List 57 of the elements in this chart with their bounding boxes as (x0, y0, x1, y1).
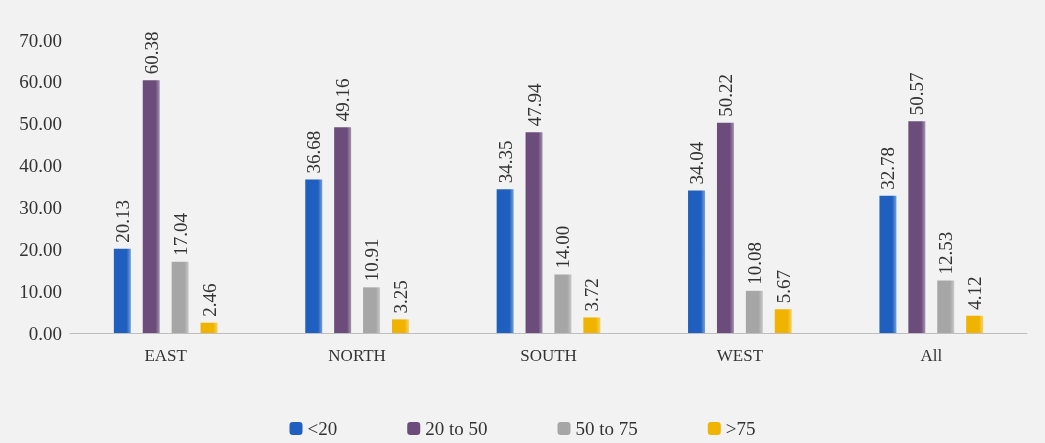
bar (305, 179, 323, 333)
bar (200, 322, 218, 333)
data-label: 32.78 (877, 147, 899, 190)
data-label: 10.91 (361, 238, 383, 282)
data-label: 47.94 (523, 83, 545, 127)
bar (966, 315, 984, 333)
bar (937, 280, 955, 333)
bar (525, 132, 543, 333)
legend-label: 20 to 50 (425, 418, 488, 439)
data-label: 14.00 (552, 225, 574, 269)
x-tick-label: SOUTH (520, 346, 577, 365)
bar (113, 248, 131, 333)
y-tick-label: 0.00 (28, 322, 62, 344)
y-tick-label: 40.00 (19, 155, 62, 177)
bar (688, 190, 706, 333)
data-label: 5.67 (772, 270, 794, 304)
bar (171, 261, 189, 333)
bar (391, 319, 409, 333)
bar (774, 309, 792, 333)
data-label: 4.12 (964, 276, 986, 310)
bar (745, 290, 763, 333)
data-label: 20.13 (111, 199, 133, 243)
data-label: 10.08 (743, 242, 765, 285)
data-label: 50.57 (906, 72, 928, 116)
data-label: 2.46 (198, 283, 220, 317)
bar (142, 80, 160, 333)
y-tick-label: 30.00 (19, 196, 62, 218)
data-label: 49.16 (332, 78, 354, 122)
x-tick-label: WEST (716, 346, 764, 365)
data-label: 12.53 (935, 231, 957, 275)
x-tick-label: All (920, 346, 943, 365)
y-tick-label: 60.00 (19, 71, 62, 93)
bar (334, 127, 352, 333)
bar (908, 121, 926, 333)
bar (583, 317, 601, 333)
y-tick-label: 20.00 (19, 238, 62, 260)
bar (554, 274, 572, 333)
y-tick-label: 10.00 (19, 280, 62, 302)
legend-label: <20 (307, 418, 338, 439)
legend-label: >75 (725, 418, 756, 439)
x-tick-label: EAST (144, 346, 188, 365)
data-label: 3.25 (389, 280, 411, 314)
bar (496, 189, 514, 333)
legend-label: 50 to 75 (575, 418, 638, 439)
data-label: 34.35 (494, 140, 516, 184)
y-tick-label: 70.00 (19, 29, 62, 51)
data-label: 17.04 (169, 212, 191, 256)
bar (879, 195, 897, 333)
y-tick-label: 50.00 (19, 113, 62, 135)
x-tick-label: NORTH (328, 346, 386, 365)
data-label: 60.38 (140, 31, 162, 75)
bar (716, 122, 734, 333)
data-label: 3.72 (581, 278, 603, 312)
data-label: 36.68 (303, 130, 325, 174)
bar (363, 287, 381, 333)
data-label: 34.04 (686, 141, 708, 185)
data-label: 50.22 (714, 74, 736, 117)
